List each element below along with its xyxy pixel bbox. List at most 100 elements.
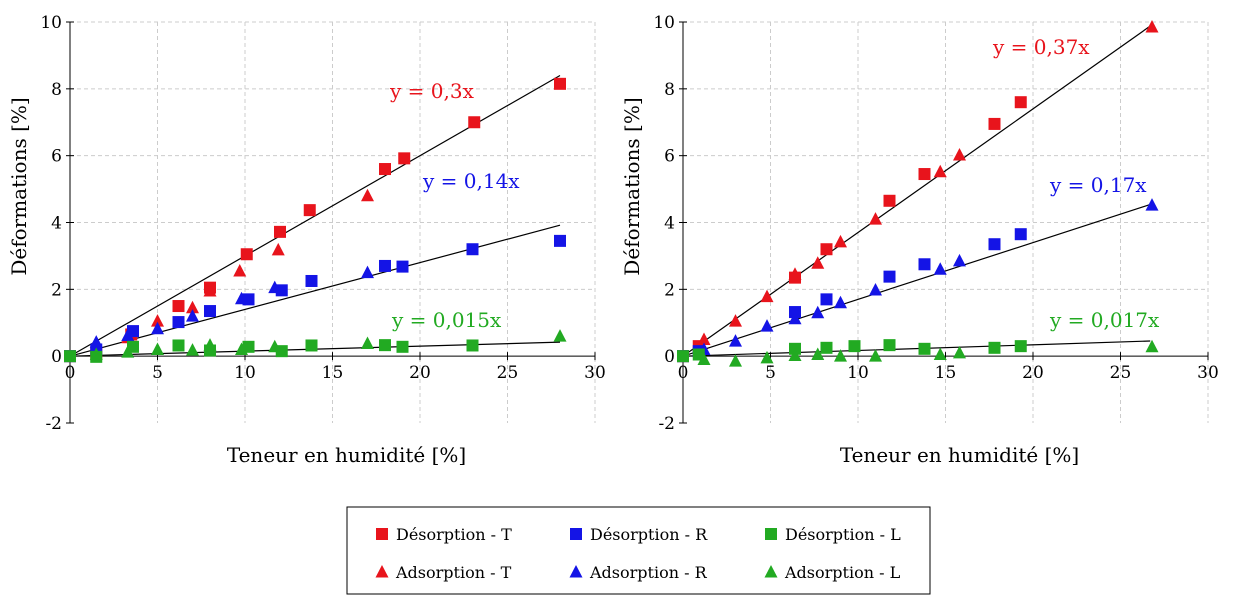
y-tick-label: 8 [664, 80, 675, 100]
data-point [834, 234, 847, 248]
series-adsorption-l [89, 329, 567, 360]
series-d-sorption-t [677, 96, 1027, 363]
data-point [918, 168, 931, 181]
data-point [361, 188, 374, 202]
fit-line [69, 224, 561, 357]
data-point [811, 256, 825, 269]
fit-equation-label: y = 0,015x [391, 308, 502, 332]
data-point [275, 284, 288, 297]
data-point [953, 345, 966, 359]
series-adsorption-r [89, 265, 374, 348]
data-point [848, 340, 861, 353]
x-tick-label: 20 [409, 363, 431, 383]
y-tick-label: 10 [40, 13, 62, 33]
data-point [151, 342, 164, 355]
data-point [151, 314, 164, 327]
data-point [1145, 198, 1159, 211]
fit-equation-label: y = 0,14x [422, 169, 520, 193]
data-point [268, 280, 282, 294]
legend-marker [765, 528, 777, 540]
legend-marker [375, 565, 389, 578]
data-point [64, 350, 76, 363]
data-point [468, 116, 481, 129]
y-axis-label: Déformations [%] [620, 97, 644, 275]
data-point [305, 274, 318, 287]
x-tick-label: 30 [1197, 363, 1219, 383]
legend-item: Adsorption - R [569, 563, 708, 582]
y-tick-label: 4 [664, 214, 675, 234]
data-point [186, 343, 199, 356]
data-point [811, 347, 825, 360]
data-point [788, 311, 802, 325]
x-axis-label: Teneur en humidité [%] [227, 443, 466, 467]
legend-label: Désorption - R [590, 525, 708, 544]
data-point [151, 321, 164, 335]
data-point [235, 291, 248, 305]
x-tick-label: 5 [765, 363, 776, 383]
data-point [820, 341, 833, 354]
data-point [203, 284, 217, 297]
x-tick-label: 30 [584, 363, 606, 383]
data-point [121, 345, 135, 358]
data-point [235, 342, 248, 355]
data-point [204, 305, 216, 318]
data-point [883, 194, 896, 207]
legend-marker [569, 565, 583, 578]
data-point [729, 354, 742, 367]
data-point [697, 352, 711, 366]
data-point [1145, 339, 1159, 353]
data-point [883, 270, 896, 283]
data-point [379, 163, 391, 176]
data-point [834, 295, 847, 309]
data-point [303, 204, 316, 217]
y-axis-label: Déformations [%] [7, 97, 31, 275]
data-point [89, 347, 103, 360]
data-point [172, 339, 185, 352]
legend-label: Adsorption - L [784, 563, 901, 582]
data-point [1014, 340, 1027, 353]
data-point [820, 243, 833, 256]
y-tick-label: 2 [51, 280, 62, 300]
data-point [1145, 20, 1159, 33]
x-tick-label: 10 [847, 363, 869, 383]
fit-equation-label: y = 0,017x [1049, 308, 1160, 332]
y-tick-label: -2 [45, 414, 62, 434]
data-point [760, 289, 774, 303]
chart-left: 0 5 10 15 20 25 30 -2 0 2 4 6 8 10 Teneur en humidité … [7, 13, 606, 467]
series-d-sorption-l [677, 339, 1027, 363]
x-tick-label: 0 [678, 363, 689, 383]
data-point [203, 338, 217, 351]
fit-line [682, 203, 1151, 357]
y-tick-label: 0 [664, 347, 675, 367]
data-point [953, 253, 966, 267]
data-point [396, 340, 409, 353]
data-point [396, 260, 409, 273]
data-point [988, 117, 1001, 130]
x-tick-label: 5 [152, 363, 163, 383]
data-point [883, 339, 896, 352]
data-point [834, 349, 847, 362]
data-point [240, 248, 253, 261]
legend-box [346, 506, 931, 595]
data-point [466, 243, 479, 256]
chart-right: 0 5 10 15 20 25 30 -2 0 2 4 6 8 10 Teneur en humidité … [620, 13, 1219, 467]
data-point [933, 347, 947, 360]
data-point [729, 334, 742, 347]
data-point [121, 328, 135, 341]
data-point [271, 242, 285, 256]
data-point [760, 319, 774, 332]
x-tick-label: 15 [322, 363, 344, 383]
data-point [89, 335, 103, 348]
series-adsorption-t [697, 20, 1159, 345]
data-point [788, 348, 802, 361]
fit-equation-label: y = 0,3x [389, 79, 475, 103]
data-point [242, 340, 255, 353]
x-tick-label: 0 [65, 363, 76, 383]
x-tick-label: 25 [1110, 363, 1132, 383]
fit-equation-label: y = 0,17x [1049, 173, 1147, 197]
data-point [869, 349, 882, 362]
fit-line [682, 25, 1151, 357]
data-point [697, 332, 711, 345]
data-point [305, 339, 318, 352]
y-tick-label: 8 [51, 80, 62, 100]
